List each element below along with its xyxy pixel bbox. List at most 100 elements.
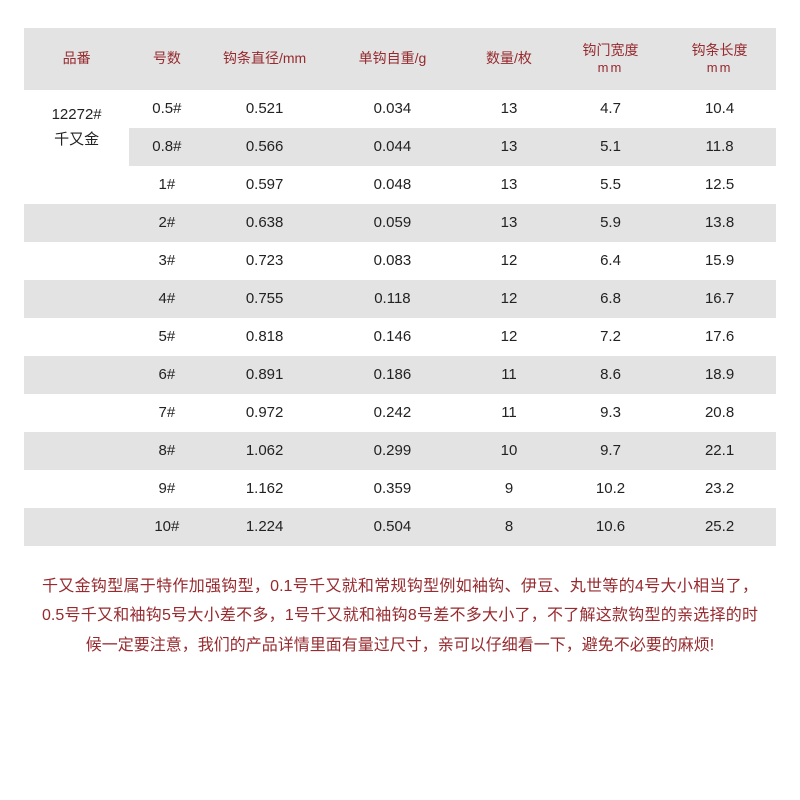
cell-wt: 0.034: [325, 90, 460, 128]
cell-len: 18.9: [663, 356, 776, 394]
cell-pin-empty: [24, 242, 129, 280]
cell-size: 6#: [129, 356, 204, 394]
cell-pin-empty: [24, 432, 129, 470]
cell-gate: 5.9: [558, 204, 663, 242]
cell-dia: 1.224: [204, 508, 324, 546]
cell-qty: 8: [460, 508, 558, 546]
cell-dia: 0.521: [204, 90, 324, 128]
table-row: 2# 0.638 0.059 13 5.9 13.8: [24, 204, 776, 242]
cell-wt: 0.044: [325, 128, 460, 166]
cell-wt: 0.359: [325, 470, 460, 508]
cell-wt: 0.083: [325, 242, 460, 280]
cell-wt: 0.242: [325, 394, 460, 432]
spec-table: 品番 号数 钩条直径/mm 单钩自重/g 数量/枚 钩门宽度mm 钩条长度mm …: [24, 28, 776, 546]
cell-size: 2#: [129, 204, 204, 242]
cell-wt: 0.118: [325, 280, 460, 318]
product-code: 12272#: [26, 102, 127, 128]
cell-size: 0.8#: [129, 128, 204, 166]
cell-dia: 0.723: [204, 242, 324, 280]
cell-dia: 1.062: [204, 432, 324, 470]
cell-qty: 12: [460, 318, 558, 356]
table-row: 9# 1.162 0.359 9 10.2 23.2: [24, 470, 776, 508]
cell-size: 8#: [129, 432, 204, 470]
table-body: 12272# 千又金 0.5# 0.521 0.034 13 4.7 10.4 …: [24, 90, 776, 546]
table-row: 10# 1.224 0.504 8 10.6 25.2: [24, 508, 776, 546]
cell-qty: 12: [460, 280, 558, 318]
cell-dia: 0.597: [204, 166, 324, 204]
cell-wt: 0.146: [325, 318, 460, 356]
cell-qty: 13: [460, 90, 558, 128]
spec-sheet: 品番 号数 钩条直径/mm 单钩自重/g 数量/枚 钩门宽度mm 钩条长度mm …: [0, 0, 800, 800]
col-pin: 品番: [24, 28, 129, 90]
cell-len: 16.7: [663, 280, 776, 318]
cell-len: 22.1: [663, 432, 776, 470]
cell-gate: 10.2: [558, 470, 663, 508]
cell-len: 25.2: [663, 508, 776, 546]
cell-gate: 7.2: [558, 318, 663, 356]
table-row: 12272# 千又金 0.5# 0.521 0.034 13 4.7 10.4: [24, 90, 776, 128]
col-size: 号数: [129, 28, 204, 90]
cell-size: 0.5#: [129, 90, 204, 128]
cell-size: 3#: [129, 242, 204, 280]
cell-qty: 13: [460, 204, 558, 242]
cell-gate: 5.5: [558, 166, 663, 204]
cell-wt: 0.059: [325, 204, 460, 242]
cell-gate: 9.3: [558, 394, 663, 432]
cell-qty: 11: [460, 356, 558, 394]
cell-pin-empty: [24, 508, 129, 546]
table-header: 品番 号数 钩条直径/mm 单钩自重/g 数量/枚 钩门宽度mm 钩条长度mm: [24, 28, 776, 90]
cell-wt: 0.186: [325, 356, 460, 394]
cell-size: 9#: [129, 470, 204, 508]
product-code-cell: 12272# 千又金: [24, 90, 129, 166]
col-qty: 数量/枚: [460, 28, 558, 90]
cell-dia: 0.972: [204, 394, 324, 432]
cell-size: 10#: [129, 508, 204, 546]
cell-len: 13.8: [663, 204, 776, 242]
table-row: 3# 0.723 0.083 12 6.4 15.9: [24, 242, 776, 280]
col-gate: 钩门宽度mm: [558, 28, 663, 90]
cell-len: 23.2: [663, 470, 776, 508]
col-dia: 钩条直径/mm: [204, 28, 324, 90]
table-row: 7# 0.972 0.242 11 9.3 20.8: [24, 394, 776, 432]
cell-wt: 0.299: [325, 432, 460, 470]
cell-dia: 1.162: [204, 470, 324, 508]
table-row: 1# 0.597 0.048 13 5.5 12.5: [24, 166, 776, 204]
col-wt: 单钩自重/g: [325, 28, 460, 90]
cell-dia: 0.638: [204, 204, 324, 242]
description-text: 千又金钩型属于特作加强钩型，0.1号千又就和常规钩型例如袖钩、伊豆、丸世等的4号…: [42, 572, 758, 661]
cell-pin-empty: [24, 280, 129, 318]
cell-gate: 6.4: [558, 242, 663, 280]
cell-len: 10.4: [663, 90, 776, 128]
cell-pin-empty: [24, 204, 129, 242]
cell-qty: 13: [460, 128, 558, 166]
cell-wt: 0.048: [325, 166, 460, 204]
cell-dia: 0.891: [204, 356, 324, 394]
cell-pin-empty: [24, 356, 129, 394]
cell-pin-empty: [24, 318, 129, 356]
cell-len: 20.8: [663, 394, 776, 432]
cell-qty: 10: [460, 432, 558, 470]
product-name: 千又金: [26, 127, 127, 153]
table-row: 4# 0.755 0.118 12 6.8 16.7: [24, 280, 776, 318]
cell-len: 15.9: [663, 242, 776, 280]
cell-dia: 0.818: [204, 318, 324, 356]
cell-wt: 0.504: [325, 508, 460, 546]
table-row: 0.8# 0.566 0.044 13 5.1 11.8: [24, 128, 776, 166]
cell-gate: 8.6: [558, 356, 663, 394]
cell-len: 11.8: [663, 128, 776, 166]
cell-qty: 9: [460, 470, 558, 508]
cell-size: 5#: [129, 318, 204, 356]
cell-gate: 10.6: [558, 508, 663, 546]
cell-gate: 5.1: [558, 128, 663, 166]
cell-dia: 0.566: [204, 128, 324, 166]
cell-gate: 4.7: [558, 90, 663, 128]
cell-pin-empty: [24, 166, 129, 204]
table-row: 8# 1.062 0.299 10 9.7 22.1: [24, 432, 776, 470]
table-row: 5# 0.818 0.146 12 7.2 17.6: [24, 318, 776, 356]
cell-pin-empty: [24, 470, 129, 508]
cell-dia: 0.755: [204, 280, 324, 318]
cell-gate: 6.8: [558, 280, 663, 318]
cell-size: 4#: [129, 280, 204, 318]
cell-gate: 9.7: [558, 432, 663, 470]
col-len: 钩条长度mm: [663, 28, 776, 90]
